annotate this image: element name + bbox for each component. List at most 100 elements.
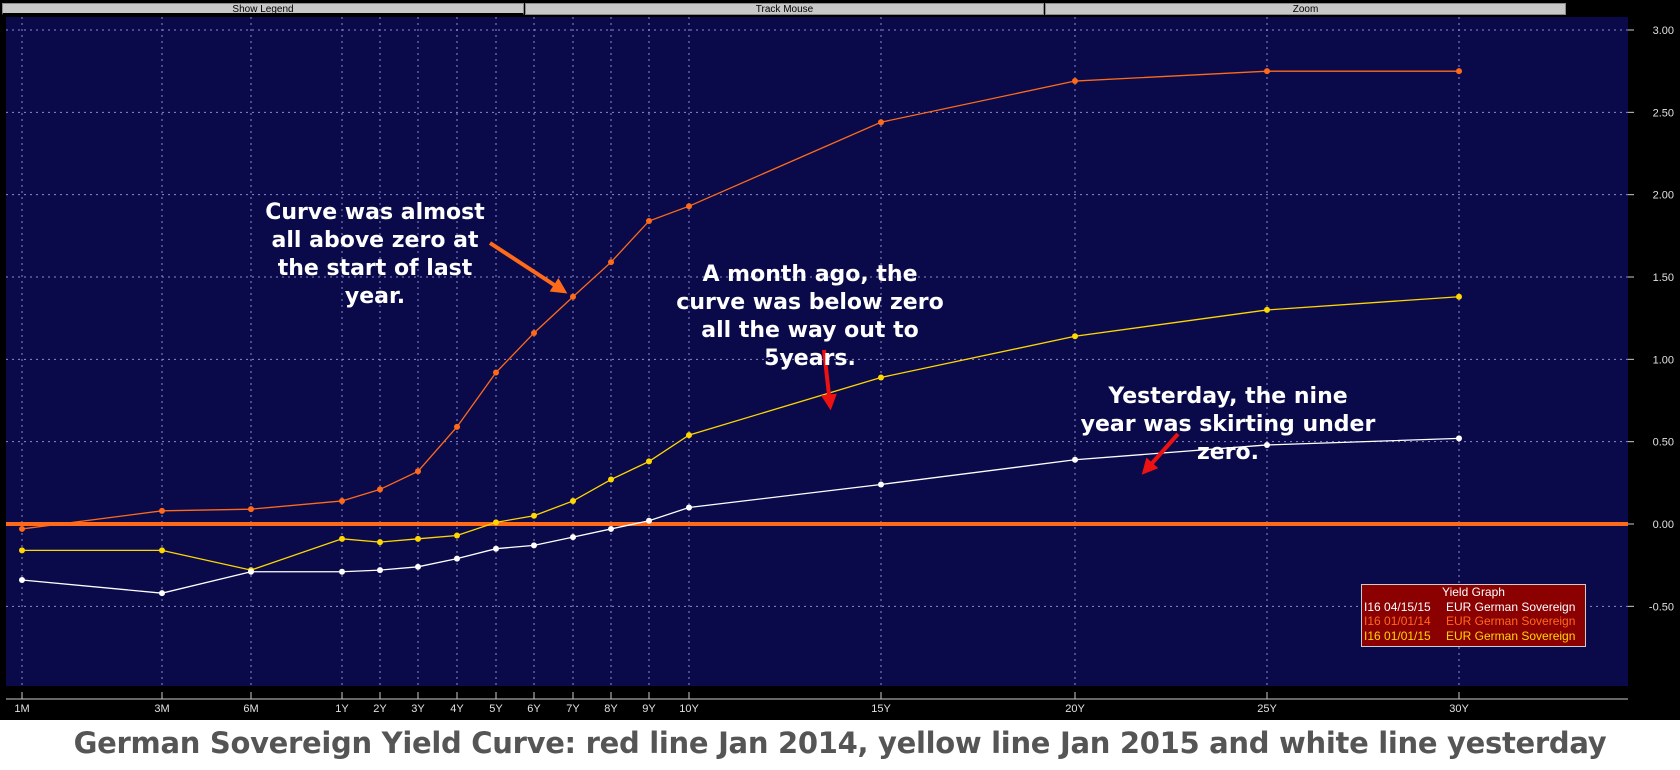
annotation-jan2014: Curve was almost all above zero at the s… xyxy=(265,200,485,309)
y-tick-label: 1.00 xyxy=(1653,354,1674,366)
data-point xyxy=(646,517,652,524)
annotation-jan2015: A month ago, the curve was below zero al… xyxy=(676,262,944,371)
legend-title: Yield Graph xyxy=(1442,585,1505,599)
x-tick-label: 15Y xyxy=(871,703,891,715)
data-point xyxy=(159,547,165,554)
x-tick-label: 6M xyxy=(243,703,258,715)
data-point xyxy=(531,512,537,519)
y-tick-label: 0.00 xyxy=(1653,519,1674,531)
x-tick-label: 30Y xyxy=(1449,703,1469,715)
data-point xyxy=(1456,293,1462,300)
y-axis-strip xyxy=(1628,17,1678,716)
track-mouse-button[interactable]: Track Mouse xyxy=(525,3,1044,15)
y-tick-label: 2.00 xyxy=(1653,190,1674,202)
x-tick-label: 8Y xyxy=(604,703,618,715)
legend-date: I16 04/15/15 xyxy=(1364,599,1431,614)
data-point xyxy=(415,468,421,475)
data-point xyxy=(377,486,383,493)
zoom-button[interactable]: Zoom xyxy=(1045,3,1566,15)
x-tick-label: 3Y xyxy=(411,703,425,715)
data-point xyxy=(1456,68,1462,75)
data-point xyxy=(686,203,692,210)
data-point xyxy=(493,545,499,552)
data-point xyxy=(686,504,692,511)
chart-window: Show Legend Track Mouse Zoom 1M 3M 6M 1Y 2Y 3… xyxy=(0,0,1680,720)
x-tick-label: 7Y xyxy=(566,703,580,715)
data-point xyxy=(377,567,383,574)
x-tick-label: 5Y xyxy=(489,703,503,715)
y-tick-label: 3.00 xyxy=(1653,25,1674,37)
y-tick-label: 0.50 xyxy=(1653,437,1674,449)
x-axis-strip xyxy=(6,686,1628,716)
data-point xyxy=(1264,441,1270,448)
data-point xyxy=(248,506,254,513)
data-point xyxy=(646,458,652,465)
legend-date: I16 01/01/14 xyxy=(1364,614,1431,628)
y-tick-label: 1.50 xyxy=(1653,272,1674,284)
legend-name: EUR German Sovereign xyxy=(1446,614,1576,628)
x-tick-label: 1Y xyxy=(335,703,349,715)
yield-curve-chart: 1M 3M 6M 1Y 2Y 3Y 4Y 5Y 6Y 7Y 8Y 9Y 10Y 15Y 20Y 25Y 30Y … xyxy=(6,17,1678,716)
annotation-arrow-yesterday xyxy=(1141,432,1180,475)
data-point xyxy=(159,590,165,597)
y-tick-label: 2.50 xyxy=(1653,107,1674,119)
yield-graph-legend[interactable]: Yield Graph I16 04/15/15 EUR German Sove… xyxy=(1361,584,1586,647)
legend-date: I16 01/01/15 xyxy=(1364,628,1431,643)
x-tick-label: 25Y xyxy=(1257,703,1277,715)
x-tick-label: 3M xyxy=(154,703,169,715)
data-point xyxy=(339,497,345,504)
x-tick-label: 9Y xyxy=(642,703,656,715)
legend-row: I16 01/01/15 EUR German Sovereign xyxy=(1362,629,1585,644)
y-tick-label: -0.50 xyxy=(1649,601,1674,613)
data-point xyxy=(608,476,614,483)
data-point xyxy=(339,535,345,542)
series-group xyxy=(19,435,1462,597)
data-point xyxy=(1456,435,1462,442)
data-point xyxy=(608,259,614,266)
data-point xyxy=(454,555,460,562)
x-tick-label: 10Y xyxy=(679,703,699,715)
figure-caption: German Sovereign Yield Curve: red line J… xyxy=(73,726,1607,760)
data-point xyxy=(19,547,25,554)
data-point xyxy=(646,218,652,225)
data-point xyxy=(339,568,345,575)
data-point xyxy=(878,119,884,126)
x-tick-label: 20Y xyxy=(1065,703,1085,715)
x-tick-label: 4Y xyxy=(450,703,464,715)
data-point xyxy=(415,563,421,570)
data-point xyxy=(1072,78,1078,85)
series-group xyxy=(19,293,1462,574)
legend-row: I16 04/15/15 EUR German Sovereign xyxy=(1362,600,1585,615)
annotation-arrow-jan2015 xyxy=(820,349,837,411)
data-point xyxy=(570,497,576,504)
series-group xyxy=(19,68,1462,532)
x-tick-label: 2Y xyxy=(373,703,387,715)
annotation-yesterday: Yesterday, the nine year was skirting un… xyxy=(1080,384,1376,465)
annotation-arrow-jan2014 xyxy=(488,241,568,294)
x-tick-label: 6Y xyxy=(527,703,541,715)
data-point xyxy=(570,534,576,541)
data-point xyxy=(531,329,537,336)
data-point xyxy=(686,432,692,439)
data-point xyxy=(377,539,383,546)
data-point xyxy=(878,481,884,488)
legend-name: EUR German Sovereign xyxy=(1446,628,1576,643)
data-point xyxy=(415,535,421,542)
data-point xyxy=(454,423,460,430)
data-point xyxy=(531,542,537,549)
data-point xyxy=(159,507,165,514)
legend-name: EUR German Sovereign xyxy=(1446,599,1576,614)
show-legend-button[interactable]: Show Legend xyxy=(2,3,524,15)
data-point xyxy=(1264,68,1270,75)
x-tick-label: 1M xyxy=(14,703,29,715)
data-point xyxy=(454,532,460,539)
plot-area xyxy=(6,17,1628,686)
legend-row: I16 01/01/14 EUR German Sovereign xyxy=(1362,614,1585,629)
data-point xyxy=(19,525,25,532)
data-point xyxy=(1264,306,1270,313)
data-point xyxy=(1072,456,1078,463)
data-point xyxy=(608,525,614,532)
data-point xyxy=(570,293,576,300)
data-point xyxy=(878,374,884,381)
data-point xyxy=(493,519,499,526)
